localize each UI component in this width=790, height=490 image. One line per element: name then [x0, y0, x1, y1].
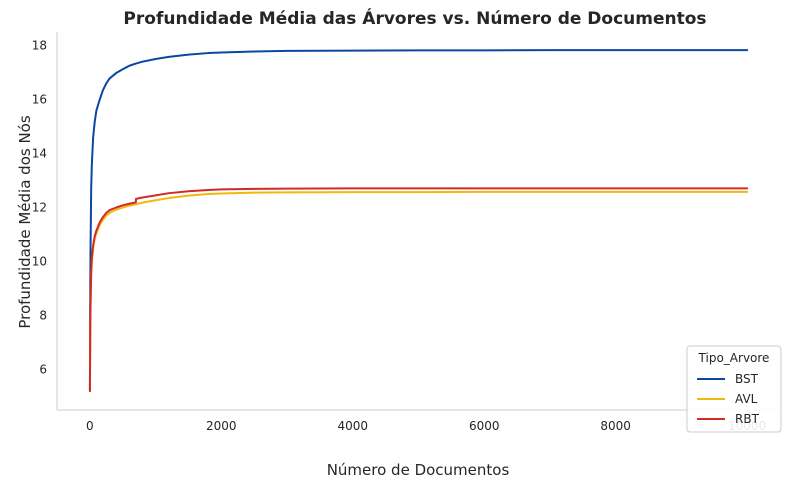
x-tick-label: 8000	[600, 419, 631, 433]
legend: Tipo_Arvore BST AVL RBT	[686, 345, 782, 433]
series-line-rbt	[88, 187, 749, 393]
legend-label-rbt: RBT	[735, 412, 760, 426]
y-tick-label: 10	[32, 255, 47, 269]
y-tick-label: 6	[39, 363, 47, 377]
x-tick-label: 6000	[469, 419, 500, 433]
x-tick-label: 0	[86, 419, 94, 433]
y-axis-label: Profundidade Média dos Nós	[16, 115, 34, 329]
series-lines	[88, 49, 749, 393]
x-ticks: 0200040006000800010000	[86, 419, 766, 433]
series-line-avl	[88, 190, 749, 393]
y-ticks: 6 8 10 12 14 16 18	[32, 39, 47, 377]
legend-label-avl: AVL	[735, 392, 758, 406]
axes	[56, 32, 780, 411]
legend-title: Tipo_Arvore	[698, 351, 770, 365]
y-tick-label: 18	[32, 39, 47, 53]
chart-title: Profundidade Média das Árvores vs. Númer…	[123, 7, 706, 29]
legend-box	[686, 345, 782, 433]
x-tick-label: 4000	[337, 419, 368, 433]
y-tick-label: 8	[39, 309, 47, 323]
series-line-bst	[88, 49, 749, 393]
y-tick-label: 16	[32, 93, 47, 107]
y-tick-label: 14	[32, 147, 47, 161]
legend-label-bst: BST	[735, 372, 759, 386]
y-tick-label: 12	[32, 201, 47, 215]
x-axis-label: Número de Documentos	[327, 461, 510, 479]
legend-items: BST AVL RBT	[697, 372, 760, 426]
x-tick-label: 2000	[206, 419, 237, 433]
